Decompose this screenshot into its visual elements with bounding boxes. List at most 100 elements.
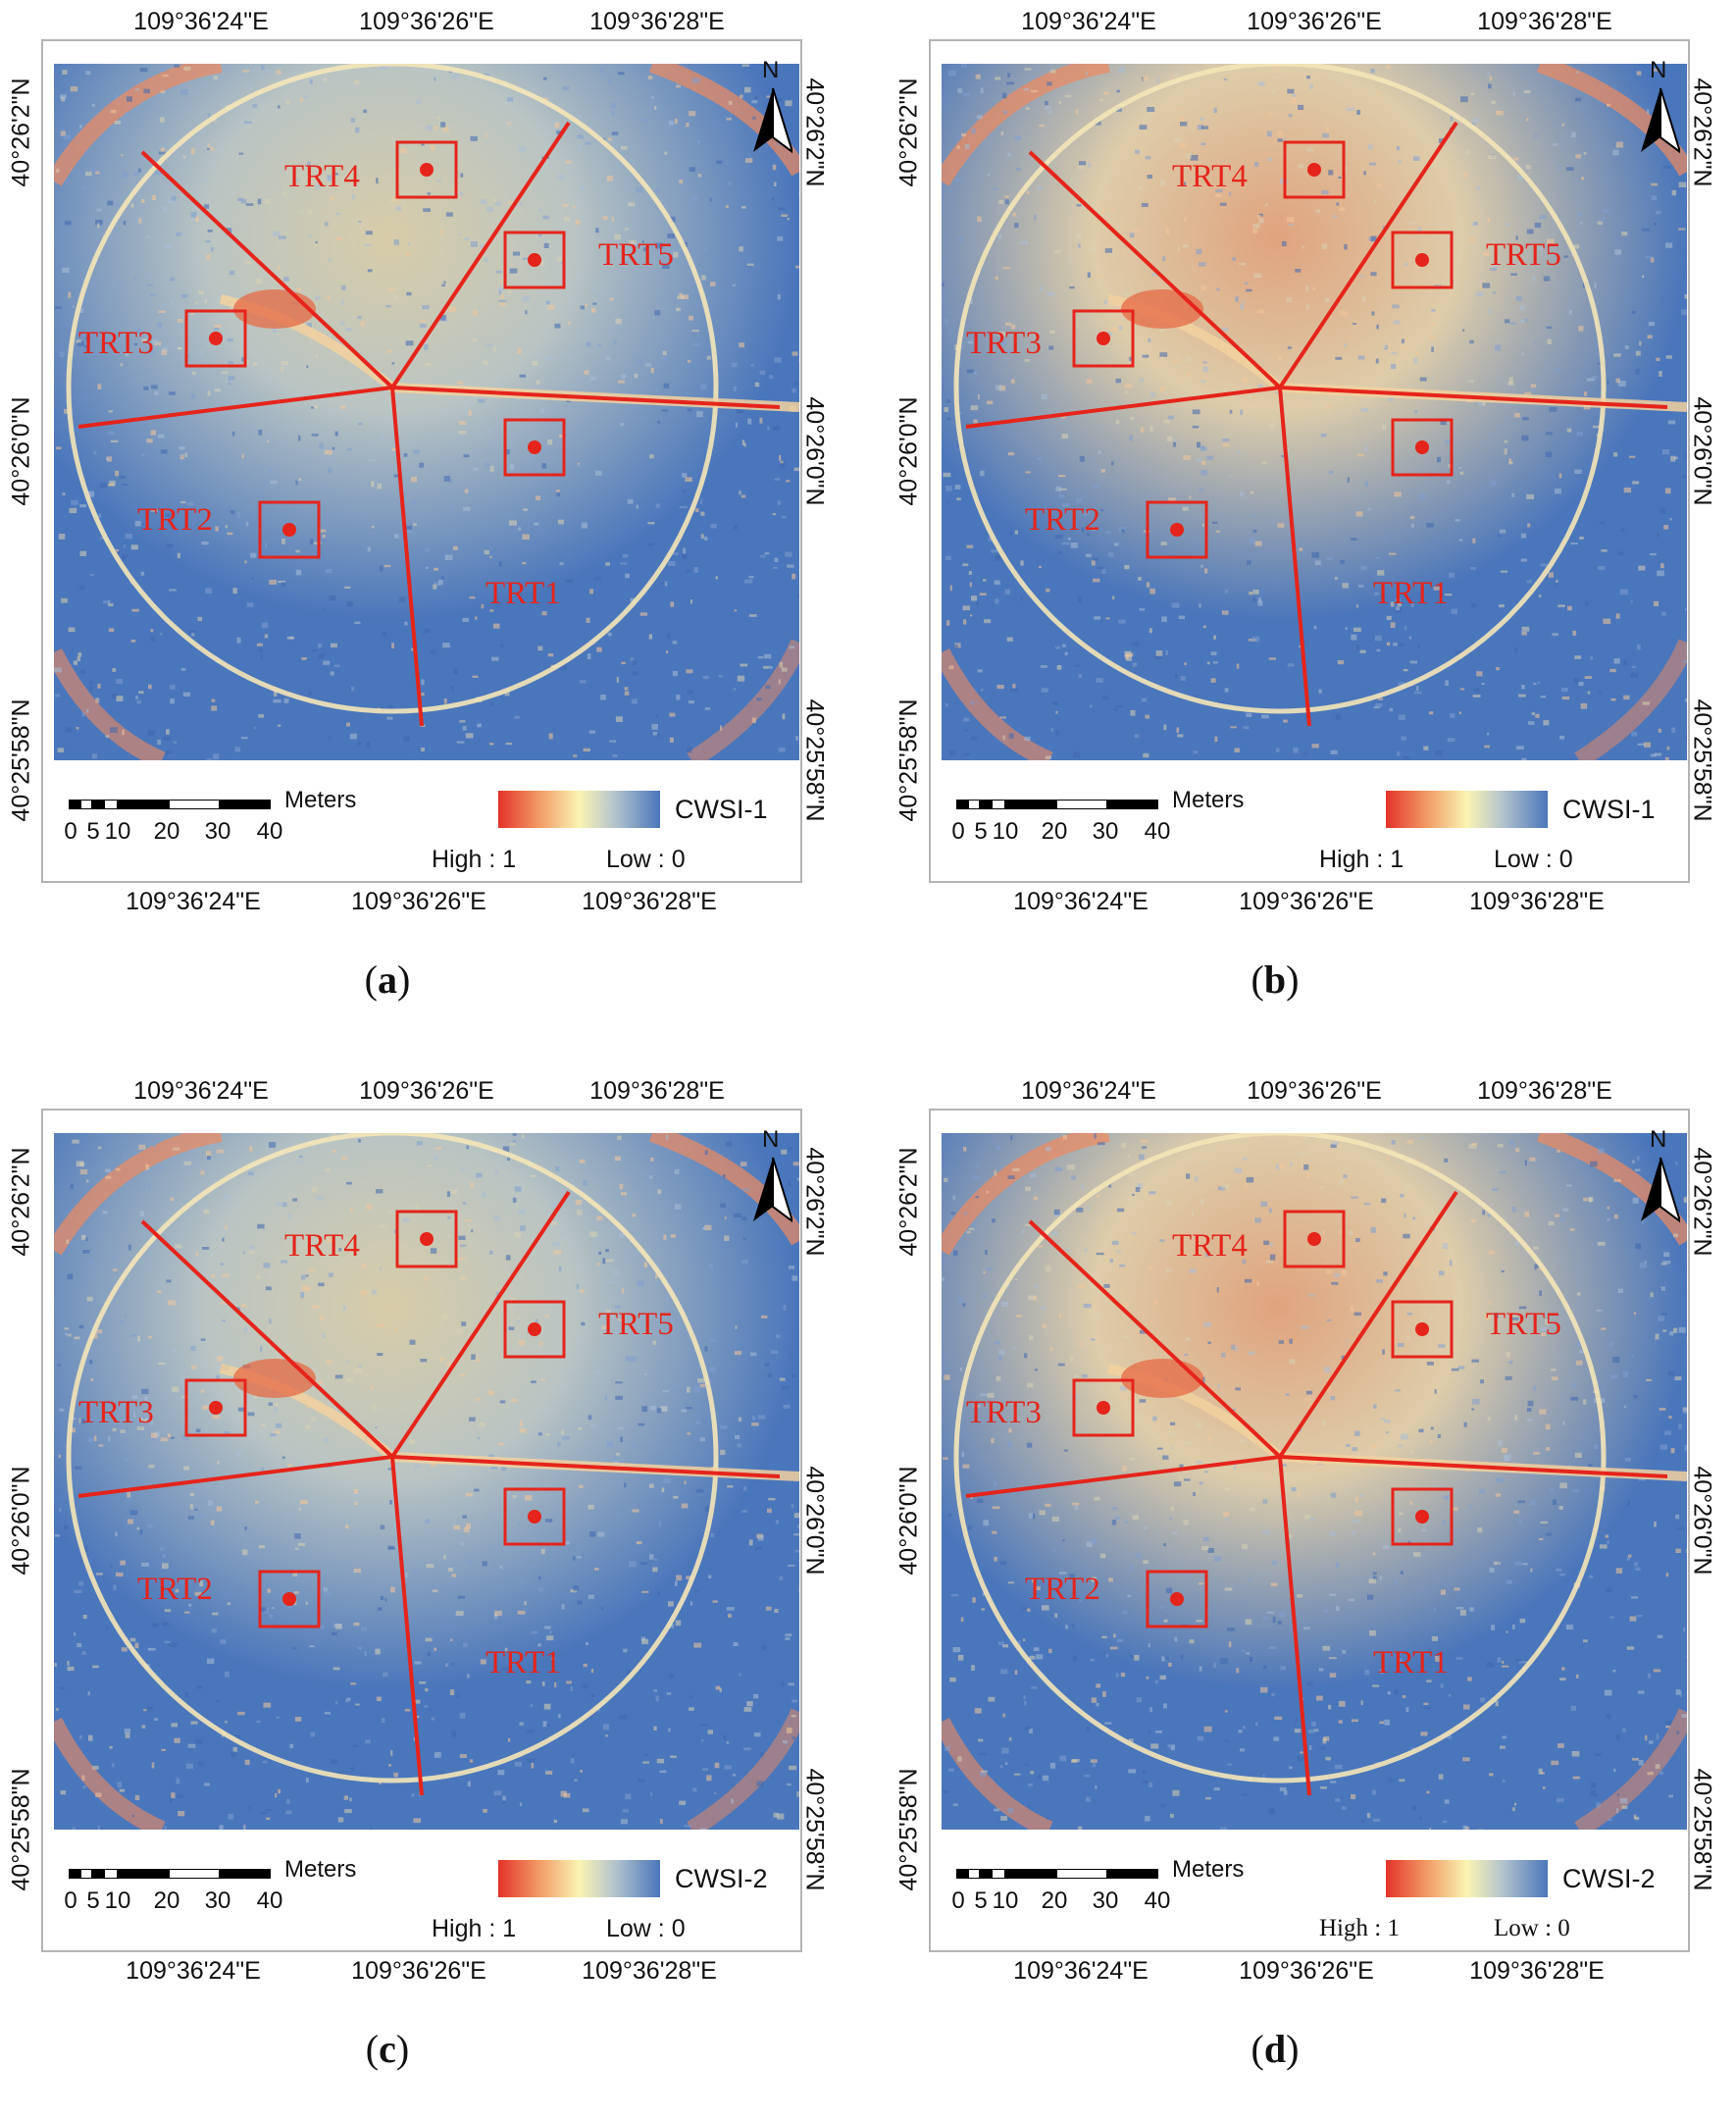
treatment-label: TRT2 bbox=[1025, 502, 1100, 538]
sampling-point bbox=[1415, 1322, 1429, 1336]
scale-segment bbox=[80, 1869, 92, 1879]
scale-bar bbox=[69, 800, 280, 809]
scale-segment bbox=[118, 1869, 169, 1879]
scale-segment bbox=[956, 1869, 968, 1879]
legend-color-ramp bbox=[1386, 791, 1548, 828]
sampling-point bbox=[528, 253, 541, 267]
treatment-label: TRT3 bbox=[78, 1395, 154, 1430]
treatment-label: TRT3 bbox=[78, 326, 154, 361]
panel-letter: d bbox=[1264, 2027, 1286, 2071]
sampling-point bbox=[1097, 1401, 1110, 1415]
latitude-label-right: 40°25'58"N bbox=[1688, 698, 1716, 821]
sampling-point bbox=[528, 440, 541, 454]
sampling-point bbox=[528, 1322, 541, 1336]
scale-segment bbox=[92, 800, 104, 809]
treatment-label: TRT2 bbox=[137, 1572, 213, 1607]
scale-segment bbox=[956, 800, 968, 809]
scale-segment bbox=[104, 1869, 118, 1879]
sampling-point bbox=[1307, 163, 1321, 177]
scale-tick-label: 0 bbox=[64, 818, 77, 846]
scale-tick-label: 10 bbox=[105, 1887, 131, 1915]
scale-segment bbox=[968, 1869, 980, 1879]
scale-tick-label: 40 bbox=[1145, 1887, 1171, 1915]
sampling-point bbox=[282, 523, 296, 537]
legend-low-label: Low : 0 bbox=[1494, 1915, 1570, 1942]
scale-segment bbox=[1056, 800, 1107, 809]
latitude-label-left: 40°25'58"N bbox=[895, 1768, 924, 1890]
longitude-label-top: 109°36'28"E bbox=[589, 1077, 725, 1106]
sampling-point bbox=[1170, 523, 1184, 537]
latitude-label-left: 40°25'58"N bbox=[895, 698, 924, 821]
longitude-label-top: 109°36'26"E bbox=[1247, 1077, 1382, 1106]
latitude-label-left: 40°26'0"N bbox=[8, 1466, 36, 1575]
sampling-point bbox=[420, 1232, 434, 1246]
treatment-label: TRT1 bbox=[1373, 1645, 1449, 1680]
latitude-label-left: 40°26'0"N bbox=[895, 396, 924, 505]
sampling-point bbox=[1415, 1510, 1429, 1524]
scale-bar bbox=[956, 1869, 1167, 1879]
latitude-label-left: 40°25'58"N bbox=[8, 1768, 36, 1890]
longitude-label-bottom: 109°36'24"E bbox=[126, 1957, 261, 1986]
scale-segment bbox=[992, 800, 1005, 809]
sampling-point bbox=[1415, 440, 1429, 454]
longitude-label-top: 109°36'28"E bbox=[589, 8, 725, 36]
legend-index-name: CWSI-1 bbox=[1562, 795, 1656, 825]
scale-tick-label: 40 bbox=[257, 1887, 283, 1915]
scale-segment bbox=[118, 800, 169, 809]
latitude-label-right: 40°26'2"N bbox=[800, 78, 829, 186]
treatment-label: TRT4 bbox=[1172, 1228, 1248, 1264]
latitude-label-left: 40°26'2"N bbox=[8, 1147, 36, 1256]
scale-tick-label: 30 bbox=[205, 1887, 231, 1915]
latitude-label-right: 40°26'2"N bbox=[1688, 1147, 1716, 1256]
longitude-label-top: 109°36'24"E bbox=[1021, 8, 1156, 36]
scale-tick-label: 5 bbox=[974, 1887, 987, 1915]
scale-segment bbox=[80, 800, 92, 809]
sampling-point bbox=[209, 1401, 223, 1415]
scale-segment bbox=[104, 800, 118, 809]
north-arrow-icon bbox=[753, 83, 792, 162]
scale-segment bbox=[980, 1869, 992, 1879]
treatment-label: TRT1 bbox=[485, 576, 561, 611]
scale-tick-label: 5 bbox=[86, 1887, 99, 1915]
scale-segment bbox=[92, 1869, 104, 1879]
scale-tick-label: 10 bbox=[993, 1887, 1019, 1915]
treatment-label: TRT4 bbox=[1172, 159, 1248, 194]
scale-tick-label: 30 bbox=[1093, 1887, 1119, 1915]
scale-tick-label: 40 bbox=[1145, 818, 1171, 846]
latitude-label-right: 40°26'0"N bbox=[1688, 396, 1716, 505]
scale-tick-label: 30 bbox=[1093, 818, 1119, 846]
north-arrow-label: N bbox=[762, 1126, 779, 1154]
treatment-label: TRT5 bbox=[1486, 1307, 1561, 1342]
latitude-label-right: 40°26'0"N bbox=[800, 396, 829, 505]
panel-caption: (a) bbox=[365, 956, 411, 1003]
longitude-label-bottom: 109°36'28"E bbox=[582, 1957, 717, 1986]
longitude-label-bottom: 109°36'24"E bbox=[1013, 1957, 1149, 1986]
scale-segment bbox=[1005, 800, 1056, 809]
treatment-label: TRT5 bbox=[598, 237, 674, 273]
treatment-label: TRT1 bbox=[485, 1645, 561, 1680]
longitude-label-bottom: 109°36'26"E bbox=[351, 1957, 486, 1986]
longitude-label-top: 109°36'28"E bbox=[1477, 1077, 1612, 1106]
legend-color-ramp bbox=[498, 791, 660, 828]
scale-segment bbox=[1056, 1869, 1107, 1879]
scale-bar bbox=[956, 800, 1167, 809]
scale-unit-label: Meters bbox=[284, 787, 356, 814]
sampling-point bbox=[1307, 1232, 1321, 1246]
longitude-label-bottom: 109°36'28"E bbox=[1469, 1957, 1605, 1986]
scale-tick-label: 0 bbox=[951, 1887, 964, 1915]
scale-segment bbox=[169, 800, 220, 809]
legend-index-name: CWSI-1 bbox=[675, 795, 768, 825]
legend-low-label: Low : 0 bbox=[1494, 846, 1573, 874]
longitude-label-top: 109°36'26"E bbox=[359, 1077, 494, 1106]
treatment-label: TRT2 bbox=[1025, 1572, 1100, 1607]
longitude-label-bottom: 109°36'28"E bbox=[1469, 888, 1605, 916]
scale-tick-label: 20 bbox=[154, 1887, 180, 1915]
treatment-label: TRT3 bbox=[966, 1395, 1042, 1430]
north-arrow-icon bbox=[753, 1153, 792, 1231]
scale-segment bbox=[220, 1869, 271, 1879]
